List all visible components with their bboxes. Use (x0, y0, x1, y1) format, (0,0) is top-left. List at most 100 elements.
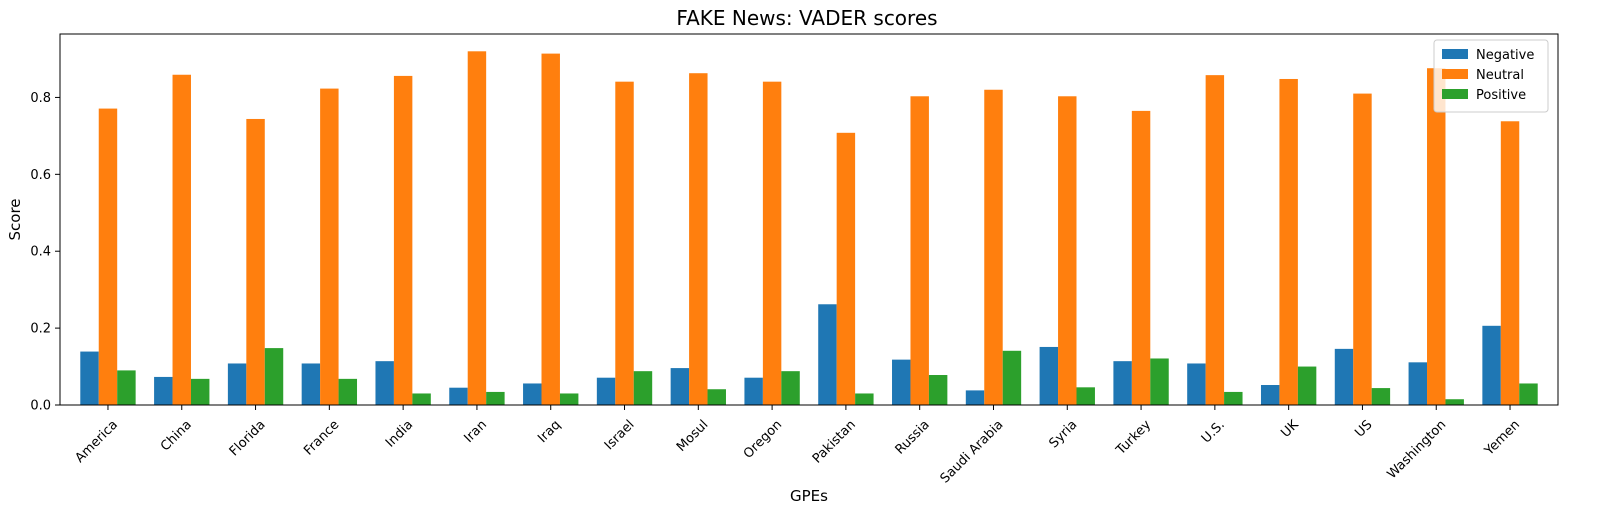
bar-neutral-uk (1279, 78, 1298, 405)
bar-negative-india (375, 361, 394, 405)
x-tick-label: Mosul (674, 417, 711, 454)
x-tick-label: Yemen (1481, 417, 1523, 459)
legend-label-positive: Positive (1476, 88, 1526, 103)
plot-area (59, 33, 1559, 406)
legend-label-negative: Negative (1476, 48, 1534, 63)
bar-negative-syria (1039, 346, 1059, 405)
bar-negative-u-s- (1187, 363, 1206, 405)
bar-neutral-america (98, 108, 118, 405)
bar-positive-uk (1297, 366, 1317, 405)
x-tick-label: US (1352, 417, 1375, 440)
bar-positive-saudi-arabia (1002, 350, 1022, 405)
bar-neutral-china (172, 74, 191, 405)
bar-positive-iraq (559, 393, 579, 405)
x-tick-label: Syria (1046, 417, 1080, 451)
bar-negative-america (80, 351, 99, 405)
y-tick-label: 0.6 (30, 168, 51, 183)
x-tick-label: Pakistan (810, 417, 859, 466)
bar-neutral-u-s- (1205, 75, 1225, 405)
x-tick-label: Washington (1385, 417, 1450, 482)
legend-swatch-negative (1442, 49, 1468, 59)
bar-positive-india (412, 393, 431, 405)
x-tick-label: America (72, 417, 121, 466)
y-tick-label: 0.8 (30, 91, 51, 106)
x-tick-label: UK (1278, 417, 1302, 441)
bar-negative-florida (227, 363, 247, 405)
bar-positive-us (1371, 388, 1391, 405)
x-tick-label: India (383, 417, 416, 450)
x-axis: America China Florida France India Iran Iraq Is… (72, 405, 1523, 486)
x-tick-label: U.S. (1199, 417, 1228, 446)
bar-negative-mosul (670, 368, 690, 405)
legend-swatch-neutral (1442, 69, 1468, 79)
bar-neutral-washington (1427, 68, 1446, 405)
bar-neutral-iran (467, 51, 487, 406)
plot-frame (59, 33, 1559, 406)
x-tick-label: France (301, 417, 342, 458)
bar-positive-france (338, 378, 358, 405)
bar-negative-oregon (744, 377, 763, 405)
x-tick-label: Oregon (741, 417, 785, 461)
bar-positive-u-s- (1224, 391, 1243, 405)
x-tick-label: Iran (461, 417, 490, 446)
bar-positive-syria (1076, 387, 1095, 405)
bar-positive-oregon (781, 371, 800, 405)
bar-neutral-syria (1058, 96, 1077, 405)
bar-positive-mosul (707, 389, 726, 405)
bar-neutral-india (393, 75, 413, 405)
y-tick-label: 0.0 (30, 399, 51, 414)
bar-positive-florida (264, 348, 284, 405)
x-tick-label: Iraq (535, 417, 564, 446)
y-tick-label: 0.2 (30, 322, 51, 337)
bar-neutral-france (320, 88, 339, 405)
y-tick-label: 0.4 (30, 245, 51, 260)
bar-neutral-saudi-arabia (984, 89, 1003, 405)
bar-negative-france (301, 363, 321, 405)
bar-negative-russia (892, 359, 911, 405)
bar-neutral-florida (246, 118, 265, 406)
bar-positive-israel (633, 371, 653, 405)
bar-positive-china (190, 378, 210, 405)
x-tick-label: Turkey (1113, 417, 1154, 458)
x-tick-label: China (158, 417, 195, 454)
bar-neutral-turkey (1131, 110, 1151, 405)
bar-positive-pakistan (855, 393, 874, 405)
bar-positive-america (117, 370, 136, 405)
bar-negative-pakistan (818, 304, 837, 405)
bar-neutral-russia (910, 96, 929, 405)
bar-neutral-israel (615, 81, 634, 406)
bar-positive-washington (1445, 399, 1464, 405)
bar-positive-russia (928, 375, 948, 405)
bar-negative-uk (1260, 385, 1280, 405)
x-axis-label: GPEs (790, 487, 828, 505)
bar-positive-turkey (1150, 358, 1169, 405)
bar-negative-us (1334, 348, 1354, 405)
y-axis: 0.0 0.2 0.4 0.6 0.8 (30, 91, 60, 414)
bar-negative-turkey (1113, 361, 1132, 405)
bar-negative-washington (1408, 362, 1428, 405)
bar-negative-china (154, 376, 173, 405)
legend-swatch-positive (1442, 89, 1468, 99)
chart-title: FAKE News: VADER scores (676, 6, 937, 30)
x-tick-label: Florida (227, 417, 269, 459)
bar-positive-yemen (1519, 383, 1538, 405)
bar-negative-iraq (523, 383, 542, 405)
bar-neutral-yemen (1500, 121, 1520, 406)
x-tick-label: Saudi Arabia (938, 417, 1007, 486)
bar-negative-israel (596, 377, 616, 405)
bar-neutral-iraq (541, 53, 560, 406)
legend: Negative Neutral Positive (1433, 39, 1549, 113)
bar-neutral-pakistan (836, 132, 856, 405)
bar-neutral-oregon (762, 81, 782, 406)
bar-positive-iran (486, 391, 505, 405)
bar-neutral-mosul (689, 73, 708, 406)
x-tick-label: Russia (893, 417, 933, 457)
bars (80, 51, 1538, 406)
bar-negative-yemen (1482, 325, 1501, 405)
y-axis-label: Score (6, 198, 24, 240)
bar-negative-saudi-arabia (965, 390, 985, 405)
x-tick-label: Israel (602, 417, 638, 453)
bar-neutral-us (1353, 93, 1372, 405)
bar-negative-iran (449, 387, 468, 405)
